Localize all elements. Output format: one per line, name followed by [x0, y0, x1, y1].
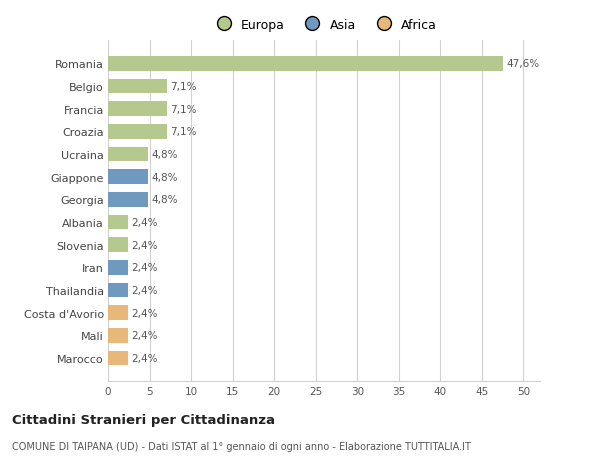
- Text: 2,4%: 2,4%: [131, 263, 158, 273]
- Text: Cittadini Stranieri per Cittadinanza: Cittadini Stranieri per Cittadinanza: [12, 413, 275, 426]
- Bar: [108, 102, 167, 117]
- Text: 2,4%: 2,4%: [131, 285, 158, 295]
- Text: 7,1%: 7,1%: [170, 104, 197, 114]
- Text: 7,1%: 7,1%: [170, 127, 197, 137]
- Bar: [108, 57, 503, 72]
- Bar: [108, 238, 128, 252]
- Text: 2,4%: 2,4%: [131, 240, 158, 250]
- Bar: [108, 170, 148, 185]
- Bar: [108, 147, 148, 162]
- Text: 7,1%: 7,1%: [170, 82, 197, 92]
- Text: 4,8%: 4,8%: [151, 150, 178, 160]
- Text: 2,4%: 2,4%: [131, 353, 158, 363]
- Bar: [108, 328, 128, 343]
- Bar: [108, 124, 167, 140]
- Text: 4,8%: 4,8%: [151, 172, 178, 182]
- Legend: Europa, Asia, Africa: Europa, Asia, Africa: [211, 19, 437, 32]
- Bar: [108, 215, 128, 230]
- Bar: [108, 79, 167, 94]
- Text: 47,6%: 47,6%: [507, 59, 540, 69]
- Text: 4,8%: 4,8%: [151, 195, 178, 205]
- Bar: [108, 306, 128, 320]
- Text: 2,4%: 2,4%: [131, 218, 158, 228]
- Bar: [108, 283, 128, 298]
- Text: 2,4%: 2,4%: [131, 308, 158, 318]
- Bar: [108, 351, 128, 365]
- Bar: [108, 192, 148, 207]
- Text: COMUNE DI TAIPANA (UD) - Dati ISTAT al 1° gennaio di ogni anno - Elaborazione TU: COMUNE DI TAIPANA (UD) - Dati ISTAT al 1…: [12, 441, 471, 451]
- Text: 2,4%: 2,4%: [131, 330, 158, 341]
- Bar: [108, 260, 128, 275]
